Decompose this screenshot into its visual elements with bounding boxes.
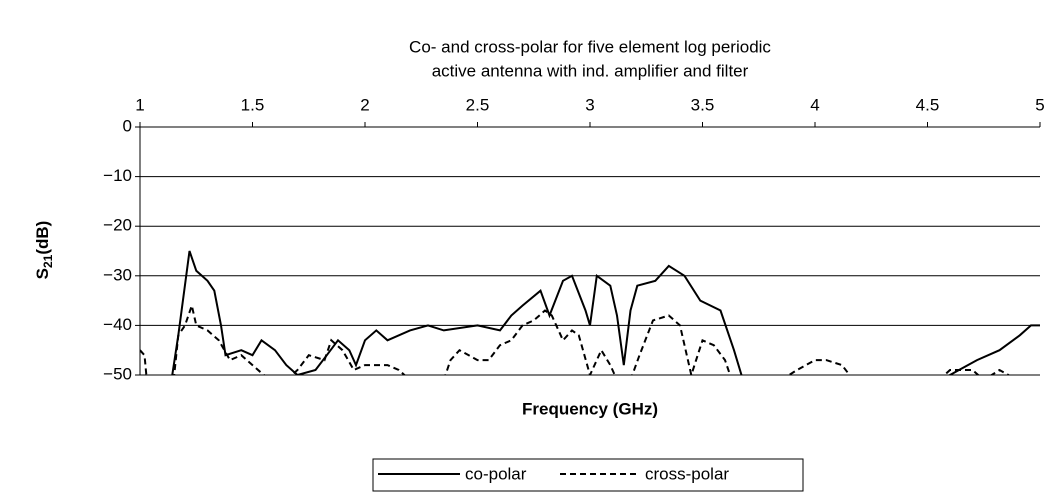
y-axis-label-part: 21 xyxy=(41,254,55,268)
chart-title: active antenna with ind. amplifier and f… xyxy=(432,61,749,80)
x-tick-label: 5 xyxy=(1035,95,1044,114)
series-line xyxy=(140,301,1010,375)
plot-area xyxy=(140,250,1040,375)
x-tick-label: 4 xyxy=(810,95,819,114)
series-line xyxy=(171,250,1040,375)
x-tick-label: 1.5 xyxy=(241,95,265,114)
y-tick-label: −40 xyxy=(103,315,132,334)
y-axis-label: S21(dB) xyxy=(33,221,55,280)
x-tick-label: 4.5 xyxy=(916,95,940,114)
x-axis-label: Frequency (GHz) xyxy=(522,399,658,418)
legend-label: co-polar xyxy=(465,464,527,483)
x-tick-label: 2 xyxy=(360,95,369,114)
y-axis-label-part: (dB) xyxy=(33,221,52,255)
x-tick-label: 3 xyxy=(585,95,594,114)
y-tick-label: −50 xyxy=(103,364,132,383)
y-tick-label: −20 xyxy=(103,216,132,235)
x-tick-label: 2.5 xyxy=(466,95,490,114)
y-tick-label: −10 xyxy=(103,166,132,185)
x-tick-label: 1 xyxy=(135,95,144,114)
legend-box xyxy=(372,458,804,492)
y-axis-label-part: S xyxy=(33,268,52,279)
y-tick-label: −30 xyxy=(103,265,132,284)
legend-label: cross-polar xyxy=(645,464,729,483)
x-tick-label: 3.5 xyxy=(691,95,715,114)
chart-title: Co- and cross-polar for five element log… xyxy=(409,37,771,56)
y-tick-label: 0 xyxy=(123,116,132,135)
